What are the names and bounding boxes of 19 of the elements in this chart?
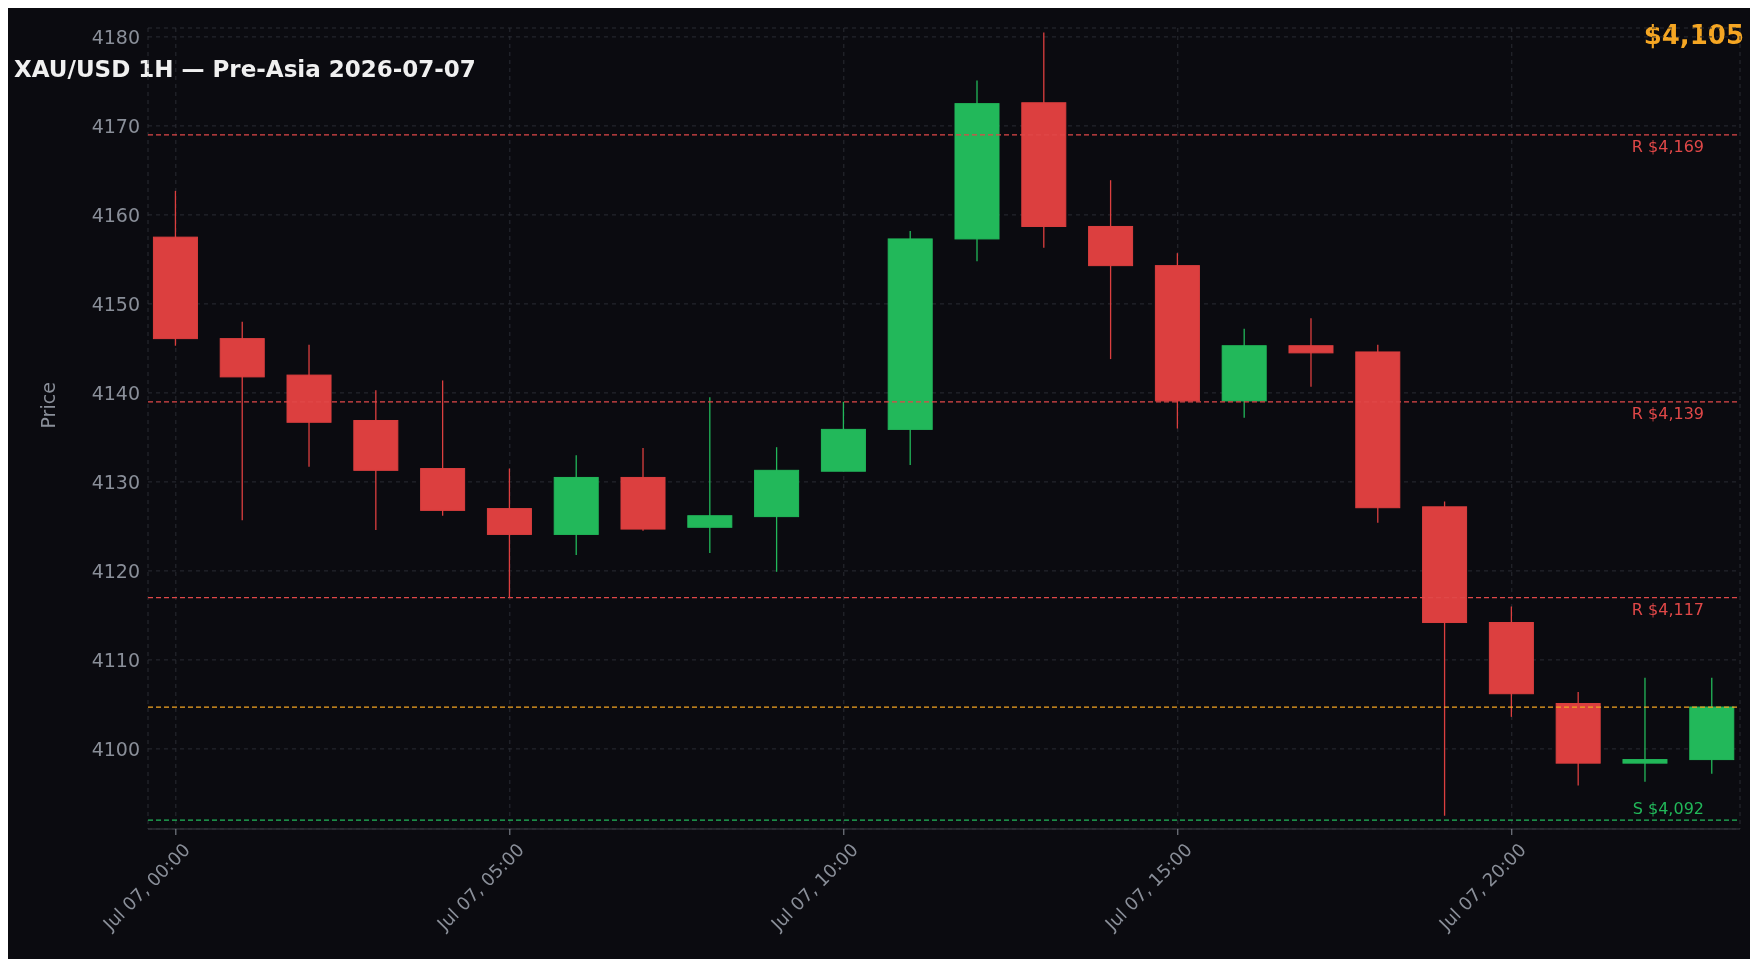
y-tick-label: 4100 bbox=[91, 737, 140, 760]
ref-line-label: R $4,139 bbox=[1631, 404, 1704, 424]
ref-line-label: R $4,117 bbox=[1631, 599, 1704, 619]
y-tick-label: 4130 bbox=[91, 470, 140, 493]
y-tick-label: 4140 bbox=[91, 381, 140, 404]
y-tick-label: 4110 bbox=[91, 648, 140, 671]
candlestick bbox=[687, 396, 733, 554]
y-tick-label: 4120 bbox=[91, 559, 140, 582]
y-tick-label: 4160 bbox=[91, 203, 140, 226]
annotation: $4,105 bbox=[1643, 20, 1744, 50]
y-axis-title: Price bbox=[36, 382, 59, 429]
ref-line-label: S $4,092 bbox=[1632, 799, 1704, 819]
ref-line-label: R $4,169 bbox=[1631, 137, 1704, 157]
text: XAU/USD 1H — Pre-Asia 2026-07-07 bbox=[14, 56, 476, 82]
y-tick-label: 4150 bbox=[91, 292, 140, 315]
y-tick-label: 4170 bbox=[91, 114, 140, 137]
y-tick-label: 4180 bbox=[91, 25, 140, 48]
candlestick bbox=[1622, 677, 1668, 783]
candlestick bbox=[1288, 317, 1334, 388]
